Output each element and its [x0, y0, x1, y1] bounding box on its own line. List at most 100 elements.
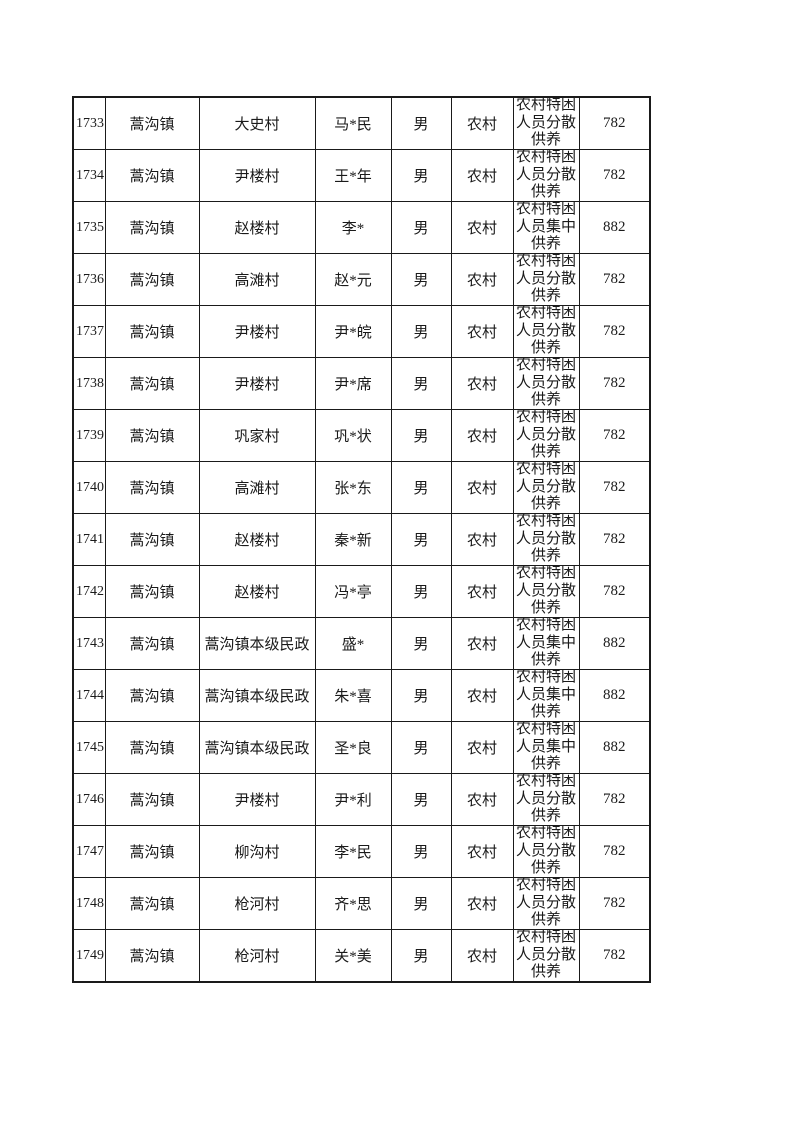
village-cell: 蒿沟镇本级民政: [198, 669, 316, 722]
support-type-cell: 农村特困人员分散供养: [512, 305, 580, 358]
amount-cell: 782: [578, 929, 651, 983]
village-cell: 尹楼村: [198, 357, 316, 410]
town-cell: 蒿沟镇: [104, 96, 200, 150]
area-cell: 农村: [450, 461, 514, 514]
support-type-cell: 农村特困人员分散供养: [512, 877, 580, 930]
name-cell: 秦*新: [314, 513, 392, 566]
name-cell: 盛*: [314, 617, 392, 670]
support-type-cell: 农村特困人员分散供养: [512, 513, 580, 566]
row-number: 1745: [72, 721, 106, 774]
village-cell: 柳沟村: [198, 825, 316, 878]
table-row: 1735 蒿沟镇 赵楼村 李* 男农村 农村特困人员集中供养 882: [72, 201, 651, 254]
name-cell: 王*年: [314, 149, 392, 202]
table-row: 1749 蒿沟镇 枪河村 关*美男农村 农村特困人员分散供养 782: [72, 929, 651, 983]
gender-cell: 男: [390, 877, 452, 930]
support-type-text: 农村特困人员集中供养: [515, 669, 576, 720]
amount-cell: 782: [578, 825, 651, 878]
village-cell: 高滩村: [198, 461, 316, 514]
town-cell: 蒿沟镇: [104, 565, 200, 618]
name-cell: 关*美: [314, 929, 392, 983]
table-row: 1742 蒿沟镇 赵楼村 冯*亭男农村 农村特困人员分散供养 782: [72, 565, 651, 618]
village-cell: 蒿沟镇本级民政: [198, 617, 316, 670]
area-cell: 农村: [450, 825, 514, 878]
support-type-text: 农村特困人员分散供养: [515, 97, 576, 148]
area-cell: 农村: [450, 357, 514, 410]
town-cell: 蒿沟镇: [104, 721, 200, 774]
support-type-text: 农村特困人员分散供养: [515, 357, 576, 408]
gender-cell: 男: [390, 253, 452, 306]
area-cell: 农村: [450, 305, 514, 358]
amount-cell: 882: [578, 201, 651, 254]
support-type-cell: 农村特困人员分散供养: [512, 409, 580, 462]
village-cell: 赵楼村: [198, 201, 316, 254]
support-type-cell: 农村特困人员分散供养: [512, 96, 580, 150]
support-type-cell: 农村特困人员分散供养: [512, 929, 580, 983]
name-cell: 马*民: [314, 96, 392, 150]
area-cell: 农村: [450, 617, 514, 670]
village-cell: 大史村: [198, 96, 316, 150]
row-number: 1740: [72, 461, 106, 514]
amount-cell: 782: [578, 253, 651, 306]
amount-cell: 782: [578, 96, 651, 150]
row-number: 1742: [72, 565, 106, 618]
village-cell: 尹楼村: [198, 773, 316, 826]
row-number: 1741: [72, 513, 106, 566]
gender-cell: 男: [390, 149, 452, 202]
gender-cell: 男: [390, 669, 452, 722]
area-cell: 农村: [450, 409, 514, 462]
support-type-cell: 农村特困人员分散供养: [512, 253, 580, 306]
support-type-text: 农村特困人员分散供养: [515, 461, 576, 512]
records-table: 1733 蒿沟镇 大史村 马*民男农村 农村特困人员分散供养 782 1734 蒿沟镇 尹楼村王…: [72, 96, 651, 983]
town-cell: 蒿沟镇: [104, 253, 200, 306]
amount-cell: 782: [578, 461, 651, 514]
name-cell: 尹*席: [314, 357, 392, 410]
support-type-text: 农村特困人员分散供养: [515, 773, 576, 824]
support-type-cell: 农村特困人员集中供养: [512, 617, 580, 670]
support-type-text: 农村特困人员分散供养: [515, 409, 576, 460]
row-number: 1737: [72, 305, 106, 358]
village-cell: 尹楼村: [198, 305, 316, 358]
town-cell: 蒿沟镇: [104, 461, 200, 514]
table-row: 1747 蒿沟镇 柳沟村 李*民男农村 农村特困人员分散供养 782: [72, 825, 651, 878]
village-cell: 赵楼村: [198, 513, 316, 566]
town-cell: 蒿沟镇: [104, 357, 200, 410]
row-number: 1735: [72, 201, 106, 254]
area-cell: 农村: [450, 877, 514, 930]
amount-cell: 882: [578, 669, 651, 722]
support-type-cell: 农村特困人员分散供养: [512, 357, 580, 410]
name-cell: 张*东: [314, 461, 392, 514]
table-row: 1748 蒿沟镇 枪河村 齐*思男农村 农村特困人员分散供养 782: [72, 877, 651, 930]
row-number: 1739: [72, 409, 106, 462]
village-cell: 枪河村: [198, 929, 316, 983]
amount-cell: 782: [578, 565, 651, 618]
support-type-text: 农村特困人员分散供养: [515, 877, 576, 928]
village-cell: 枪河村: [198, 877, 316, 930]
support-type-text: 农村特困人员集中供养: [515, 721, 576, 772]
support-type-cell: 农村特困人员集中供养: [512, 201, 580, 254]
area-cell: 农村: [450, 929, 514, 983]
support-type-text: 农村特困人员集中供养: [515, 201, 576, 252]
table-row: 1736 蒿沟镇 高滩村 赵*元男农村 农村特困人员分散供养 782: [72, 253, 651, 306]
name-cell: 李*民: [314, 825, 392, 878]
gender-cell: 男: [390, 409, 452, 462]
amount-cell: 782: [578, 513, 651, 566]
gender-cell: 男: [390, 96, 452, 150]
table-row: 1738 蒿沟镇 尹楼村 尹*席男农村 农村特困人员分散供养 782: [72, 357, 651, 410]
town-cell: 蒿沟镇: [104, 877, 200, 930]
gender-cell: 男: [390, 721, 452, 774]
support-type-cell: 农村特困人员分散供养: [512, 565, 580, 618]
row-number: 1747: [72, 825, 106, 878]
table-row: 1741 蒿沟镇 赵楼村 秦*新男农村 农村特困人员分散供养 782: [72, 513, 651, 566]
row-number: 1736: [72, 253, 106, 306]
town-cell: 蒿沟镇: [104, 149, 200, 202]
town-cell: 蒿沟镇: [104, 513, 200, 566]
table-row: 1733 蒿沟镇 大史村 马*民男农村 农村特困人员分散供养 782: [72, 96, 651, 150]
village-cell: 尹楼村: [198, 149, 316, 202]
town-cell: 蒿沟镇: [104, 929, 200, 983]
amount-cell: 782: [578, 305, 651, 358]
town-cell: 蒿沟镇: [104, 201, 200, 254]
row-number: 1749: [72, 929, 106, 983]
name-cell: 朱*喜: [314, 669, 392, 722]
row-number: 1743: [72, 617, 106, 670]
gender-cell: 男: [390, 357, 452, 410]
